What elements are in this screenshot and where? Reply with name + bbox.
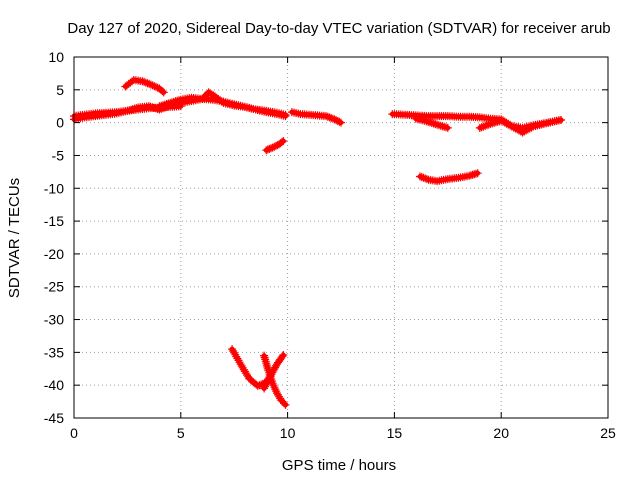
series-pass-g [388, 110, 565, 132]
y-tick-label: -10 [44, 180, 64, 196]
chart-title: Day 127 of 2020, Sidereal Day-to-day VTE… [67, 20, 610, 37]
series-markers [416, 169, 482, 186]
series-markers [262, 137, 288, 155]
x-tick-label: 25 [600, 425, 616, 441]
y-tick-label: -45 [44, 410, 64, 426]
y-tick-label: -35 [44, 344, 64, 360]
series-pass-f [287, 108, 345, 127]
axis-layer: 0 5 10 15 20 25 10 5 0 -5 -10 -15 -20 -25 -30 -35 -40 -45 [44, 49, 616, 441]
x-tick-label: 20 [493, 425, 509, 441]
x-tick-label: 5 [177, 425, 185, 441]
y-tick-label: -5 [52, 147, 65, 163]
series-pass-m [260, 351, 288, 393]
x-axis-title: GPS time / hours [282, 457, 396, 474]
series-markers [411, 114, 452, 132]
x-tick-label: 15 [387, 425, 403, 441]
x-tick-label: 10 [280, 425, 296, 441]
y-tick-label: -15 [44, 213, 64, 229]
series-markers [260, 351, 288, 393]
series-pass-d [155, 88, 290, 121]
series-pass-i [475, 116, 565, 137]
x-tick-label: 0 [70, 425, 78, 441]
y-tick-label: 5 [56, 82, 64, 98]
series-markers [475, 116, 565, 137]
series-pass-h [411, 114, 452, 132]
y-tick-label: -30 [44, 312, 64, 328]
series-markers [287, 108, 345, 127]
series-pass-e [262, 137, 288, 155]
series-pass-j [416, 169, 482, 186]
series-pass-c [121, 76, 168, 97]
y-tick-label: -20 [44, 246, 64, 262]
series-markers [121, 76, 168, 97]
series-layer [70, 76, 565, 409]
y-tick-label: 10 [48, 49, 64, 65]
y-tick-label: 0 [56, 115, 64, 131]
series-markers [155, 88, 290, 121]
y-axis-title: SDTVAR / TECUs [6, 178, 23, 298]
y-tick-label: -25 [44, 279, 64, 295]
plot-frame [73, 56, 609, 419]
y-tick-label: -40 [44, 377, 64, 393]
